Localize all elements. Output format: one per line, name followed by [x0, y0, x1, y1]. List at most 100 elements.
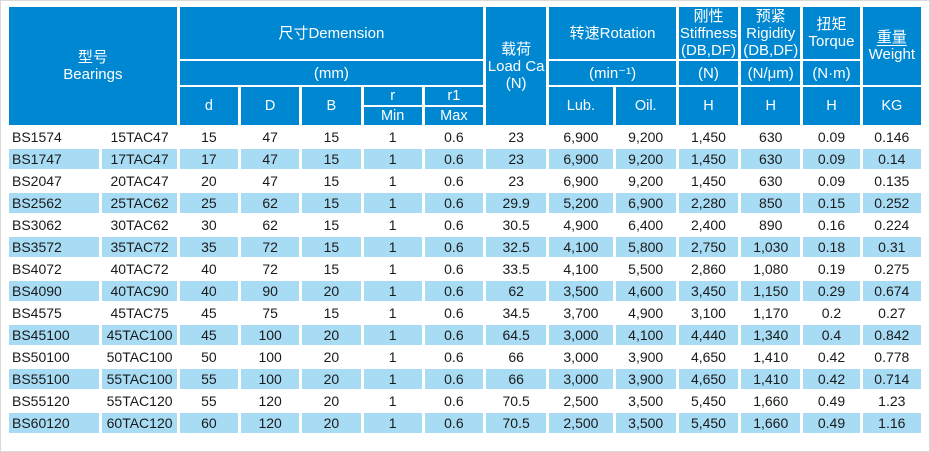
cell-rotation-oil: 3,500: [615, 391, 676, 411]
cell-rotation-lub: 4,100: [549, 237, 613, 257]
cell-d: 40: [179, 259, 238, 279]
cell-load-ca: 64.5: [486, 325, 547, 345]
cell-rotation-oil: 6,400: [615, 215, 676, 235]
col-header-stiffness: 刚性 Stiffness (DB,DF): [678, 7, 739, 59]
cell-d: 35: [179, 237, 238, 257]
sub-header-r: r: [363, 87, 422, 105]
cell-r1-max: 0.6: [424, 369, 484, 389]
cell-rotation-oil: 6,900: [615, 193, 676, 213]
cell-stiffness-h: 5,450: [678, 413, 739, 433]
cell-rotation-lub: 3,700: [549, 303, 613, 323]
cell-rigidity-h: 850: [741, 193, 801, 213]
col-header-rigidity: 预紧 Rigidity (DB,DF): [741, 7, 801, 59]
cell-stiffness-h: 2,280: [678, 193, 739, 213]
sub-header-d: d: [179, 87, 238, 125]
cell-model: BS60120: [9, 413, 100, 433]
cell-load-ca: 34.5: [486, 303, 547, 323]
cell-load-ca: 62: [486, 281, 547, 301]
cell-r1-max: 0.6: [424, 237, 484, 257]
cell-weight-kg: 1.23: [862, 391, 921, 411]
cell-weight-kg: 0.674: [862, 281, 921, 301]
cell-D: 47: [241, 149, 300, 169]
sub-header-kg: KG: [862, 87, 921, 125]
cell-torque-h: 0.09: [803, 171, 860, 191]
cell-rigidity-h: 630: [741, 149, 801, 169]
cell-load-ca: 23: [486, 127, 547, 147]
cell-d: 20: [179, 171, 238, 191]
cell-model: BS4072: [9, 259, 100, 279]
cell-B: 15: [302, 237, 361, 257]
cell-rotation-oil: 9,200: [615, 149, 676, 169]
cell-stiffness-h: 1,450: [678, 149, 739, 169]
table-body: BS1574 15TAC47 15 47 15 1 0.6 23 6,900 9,200 1,450…: [9, 127, 921, 433]
cell-r-min: 1: [363, 347, 422, 367]
cell-weight-kg: 0.842: [862, 325, 921, 345]
weight-label-cn: 重量: [876, 29, 907, 46]
cell-tac-model: 17TAC47: [102, 149, 177, 169]
cell-d: 45: [179, 303, 238, 323]
cell-D: 47: [241, 127, 300, 147]
cell-rotation-oil: 3,500: [615, 413, 676, 433]
cell-D: 72: [241, 237, 300, 257]
cell-stiffness-h: 2,750: [678, 237, 739, 257]
sub-header-r-min: Min: [363, 107, 422, 125]
cell-model: BS3062: [9, 215, 100, 235]
cell-load-ca: 23: [486, 171, 547, 191]
table-row: BS4090 40TAC90 40 90 20 1 0.6 62 3,500 4,600 3,450…: [9, 281, 921, 301]
cell-r1-max: 0.6: [424, 149, 484, 169]
cell-rotation-oil: 4,900: [615, 303, 676, 323]
sub-header-B: B: [302, 87, 361, 125]
cell-D: 75: [241, 303, 300, 323]
table-row: BS60120 60TAC120 60 120 20 1 0.6 70.5 2,500 3,500…: [9, 413, 921, 433]
cell-torque-h: 0.29: [803, 281, 860, 301]
unit-header-n-um: (N/μm): [741, 61, 801, 85]
cell-tac-model: 45TAC75: [102, 303, 177, 323]
col-header-bearings: 型号 Bearings: [9, 7, 177, 125]
cell-weight-kg: 0.31: [862, 237, 921, 257]
cell-load-ca: 32.5: [486, 237, 547, 257]
col-header-load: 载荷 Load Ca (N): [486, 7, 547, 125]
cell-load-ca: 30.5: [486, 215, 547, 235]
cell-rotation-oil: 9,200: [615, 171, 676, 191]
cell-B: 20: [302, 347, 361, 367]
cell-model: BS45100: [9, 325, 100, 345]
cell-model: BS1574: [9, 127, 100, 147]
cell-r1-max: 0.6: [424, 413, 484, 433]
cell-load-ca: 70.5: [486, 391, 547, 411]
cell-r1-max: 0.6: [424, 325, 484, 345]
cell-r-min: 1: [363, 259, 422, 279]
unit-header-mm: (mm): [179, 61, 484, 85]
cell-r-min: 1: [363, 127, 422, 147]
cell-r1-max: 0.6: [424, 303, 484, 323]
cell-r-min: 1: [363, 193, 422, 213]
table-row: BS3062 30TAC62 30 62 15 1 0.6 30.5 4,900 6,400 2,4…: [9, 215, 921, 235]
cell-rigidity-h: 1,170: [741, 303, 801, 323]
cell-B: 15: [302, 259, 361, 279]
cell-stiffness-h: 2,860: [678, 259, 739, 279]
cell-model: BS55120: [9, 391, 100, 411]
cell-load-ca: 23: [486, 149, 547, 169]
cell-model: BS2047: [9, 171, 100, 191]
cell-weight-kg: 0.27: [862, 303, 921, 323]
table-row: BS45100 45TAC100 45 100 20 1 0.6 64.5 3,000 4,100…: [9, 325, 921, 345]
sub-header-stiffness-h: H: [678, 87, 739, 125]
cell-rotation-oil: 4,100: [615, 325, 676, 345]
sub-header-oil: Oil.: [615, 87, 676, 125]
cell-tac-model: 50TAC100: [102, 347, 177, 367]
cell-weight-kg: 0.224: [862, 215, 921, 235]
cell-rotation-oil: 3,900: [615, 347, 676, 367]
cell-torque-h: 0.42: [803, 369, 860, 389]
table-header: 型号 Bearings 尺寸Demension 载荷 Load Ca (N) 转…: [9, 7, 921, 125]
cell-weight-kg: 0.714: [862, 369, 921, 389]
cell-r1-max: 0.6: [424, 281, 484, 301]
cell-rotation-lub: 3,000: [549, 347, 613, 367]
cell-rotation-lub: 3,000: [549, 369, 613, 389]
cell-r-min: 1: [363, 325, 422, 345]
cell-rigidity-h: 1,410: [741, 347, 801, 367]
cell-rigidity-h: 1,030: [741, 237, 801, 257]
cell-B: 20: [302, 391, 361, 411]
bearing-spec-table: 型号 Bearings 尺寸Demension 载荷 Load Ca (N) 转…: [6, 5, 924, 435]
cell-B: 15: [302, 215, 361, 235]
col-header-dimension: 尺寸Demension: [179, 7, 484, 59]
cell-torque-h: 0.09: [803, 127, 860, 147]
